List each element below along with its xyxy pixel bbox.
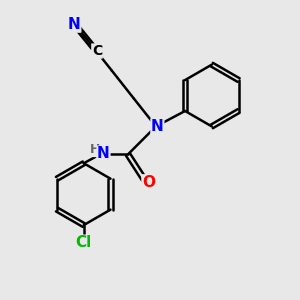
Text: N: N	[151, 119, 164, 134]
Text: O: O	[142, 175, 155, 190]
Text: Cl: Cl	[76, 235, 92, 250]
Text: N: N	[68, 17, 81, 32]
Text: C: C	[92, 44, 102, 58]
Text: N: N	[97, 146, 110, 161]
Text: H: H	[89, 143, 100, 157]
